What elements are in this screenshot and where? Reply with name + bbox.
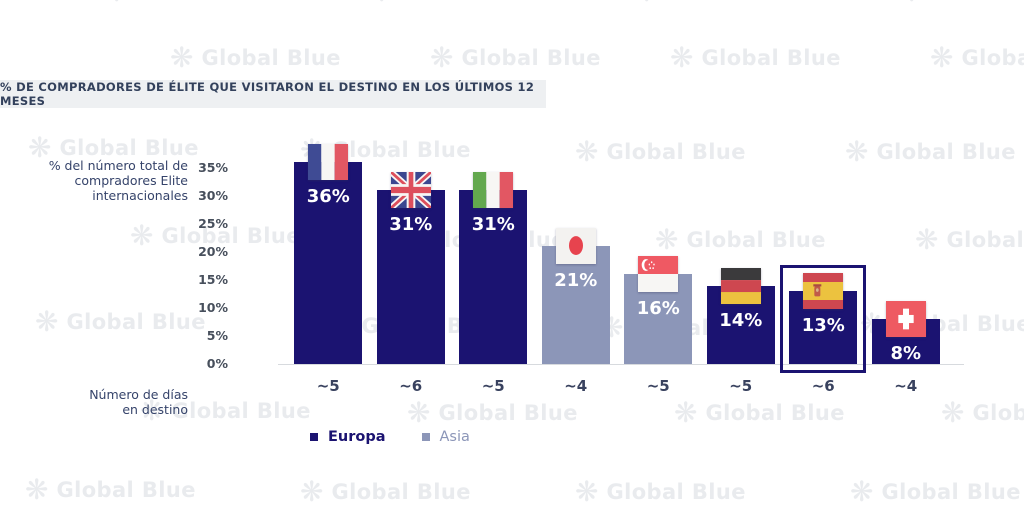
bar-group-uk: 31% ~6: [370, 139, 453, 395]
flag-uk-icon: [390, 172, 431, 209]
y-tick-label: 10%: [198, 300, 228, 315]
flag-japan-icon: [555, 228, 596, 265]
bar-group-switzerland: 8% ~4: [865, 139, 948, 395]
y-axis-title: % del número total de compradores Elite …: [10, 158, 188, 203]
flag-germany-icon: [720, 267, 761, 304]
bar-value-label: 16%: [636, 298, 680, 320]
bar-uk: 31%: [376, 190, 445, 364]
bar-value-label: 14%: [719, 309, 763, 331]
x-tick-label: ~5: [646, 377, 670, 395]
bar-value-label: 31%: [471, 214, 515, 236]
bar-value-label: 13%: [801, 315, 845, 337]
y-tick-label: 15%: [198, 272, 228, 287]
x-tick-label: ~4: [564, 377, 588, 395]
flag-spain-icon: [803, 273, 844, 310]
plot-area: 36% ~5 31% ~6 31% ~5 21% ~4 16% ~5 14% ~5 13% ~6 8% ~4: [287, 139, 948, 395]
flag-italy-icon: [473, 172, 514, 209]
bar-group-singapore: 16% ~5: [617, 139, 700, 395]
bar-japan: 21%: [541, 246, 610, 364]
legend-label-asia: Asia: [439, 429, 470, 445]
bar-italy: 31%: [459, 190, 528, 364]
y-tick-label: 20%: [198, 244, 228, 259]
x-axis-title-line: en destino: [122, 402, 188, 417]
y-axis-title-line: % del número total de: [48, 158, 188, 173]
highlight-box-spain: [780, 265, 867, 373]
chart-legend: Europa Asia: [310, 429, 470, 445]
bar-group-japan: 21% ~4: [535, 139, 618, 395]
x-axis-title: Número de días en destino: [10, 387, 188, 417]
flag-switzerland-icon: [885, 301, 926, 338]
legend-item-europa: Europa: [310, 429, 386, 445]
legend-swatch-asia: [421, 433, 430, 441]
y-axis-title-line: internacionales: [92, 188, 188, 203]
x-tick-label: ~5: [481, 377, 505, 395]
bar-group-spain: 13% ~6: [780, 139, 867, 395]
bar-group-germany: 14% ~5: [700, 139, 783, 395]
x-tick-label: ~5: [729, 377, 753, 395]
y-tick-label: 25%: [198, 216, 228, 231]
bar-value-label: 31%: [389, 214, 433, 236]
x-tick-label: ~5: [316, 377, 340, 395]
flag-france-icon: [308, 144, 349, 181]
y-tick-label: 30%: [198, 188, 228, 203]
bar-france: 36%: [294, 162, 363, 364]
chart-title: % DE COMPRADORES DE ÉLITE QUE VISITARON …: [0, 80, 535, 108]
x-axis-line: [278, 364, 964, 365]
y-axis-title-line: compradores Elite: [74, 173, 189, 188]
flag-singapore-icon: [638, 256, 679, 293]
chart-title-banner: % DE COMPRADORES DE ÉLITE QUE VISITARON …: [0, 80, 546, 108]
bar-value-label: 21%: [554, 270, 598, 292]
y-tick-label: 0%: [206, 356, 228, 371]
bar-group-france: 36% ~5: [287, 139, 370, 395]
y-tick-label: 5%: [206, 328, 228, 343]
x-tick-label: ~4: [894, 377, 918, 395]
x-axis-title-line: Número de días: [89, 387, 188, 402]
legend-item-asia: Asia: [421, 429, 470, 445]
x-tick-label: ~6: [811, 377, 835, 395]
legend-label-europa: Europa: [328, 429, 386, 445]
legend-swatch-europa: [310, 433, 318, 441]
y-tick-label: 35%: [198, 160, 228, 175]
x-tick-label: ~6: [399, 377, 423, 395]
bar-value-label: 36%: [306, 186, 350, 208]
bar-value-label: 8%: [890, 343, 922, 365]
bar-group-italy: 31% ~5: [452, 139, 535, 395]
